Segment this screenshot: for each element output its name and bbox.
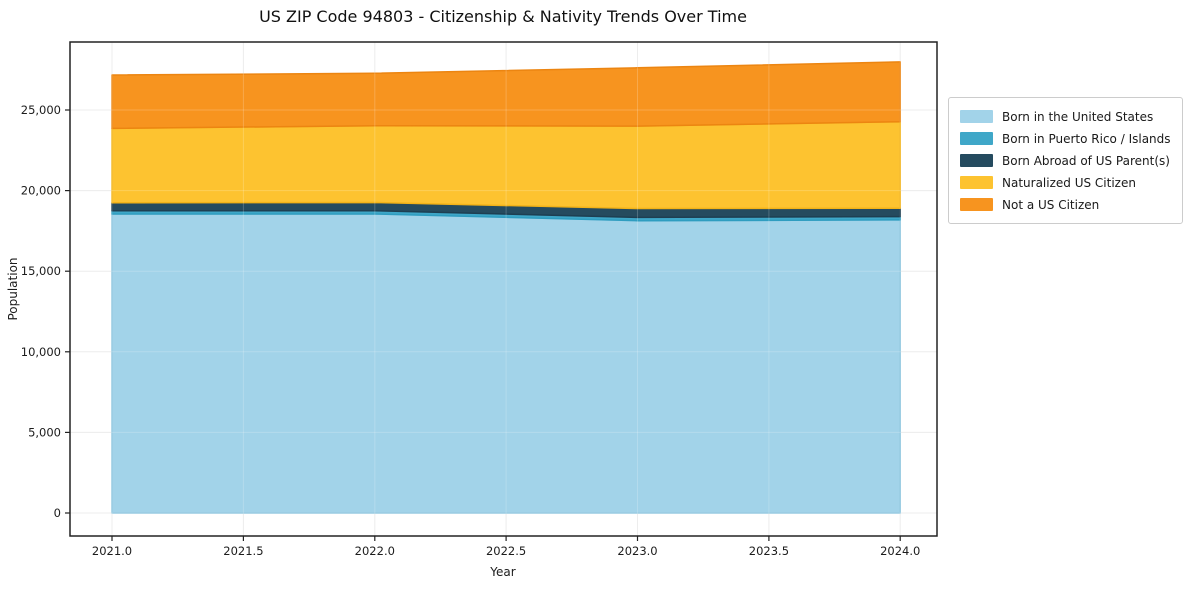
legend-label: Not a US Citizen <box>1002 197 1100 212</box>
y-tick-label: 0 <box>54 506 61 520</box>
x-tick-label: 2021.5 <box>223 544 263 558</box>
y-tick-label: 25,000 <box>21 103 61 117</box>
legend-item: Born in the United States <box>960 107 1171 126</box>
legend-item: Born Abroad of US Parent(s) <box>960 151 1171 170</box>
y-tick-label: 10,000 <box>21 345 61 359</box>
x-tick-label: 2023.5 <box>749 544 789 558</box>
y-tick-label: 20,000 <box>21 184 61 198</box>
legend-label: Born in the United States <box>1002 109 1154 124</box>
legend-swatch <box>960 132 993 145</box>
legend-swatch <box>960 176 993 189</box>
plot-frame <box>69 41 938 537</box>
legend-label: Naturalized US Citizen <box>1002 175 1136 190</box>
legend-swatch <box>960 198 993 211</box>
legend-item: Naturalized US Citizen <box>960 173 1171 192</box>
y-tick-label: 15,000 <box>21 264 61 278</box>
legend-swatch <box>960 154 993 167</box>
x-tick-label: 2022.5 <box>486 544 526 558</box>
y-axis-label: Population <box>6 257 20 321</box>
x-tick-label: 2023.0 <box>617 544 657 558</box>
y-tick-label: 5,000 <box>28 425 61 439</box>
legend-item: Born in Puerto Rico / Islands <box>960 129 1171 148</box>
legend-swatch <box>960 110 993 123</box>
legend-item: Not a US Citizen <box>960 195 1171 214</box>
x-tick-label: 2021.0 <box>92 544 132 558</box>
chart-title: US ZIP Code 94803 - Citizenship & Nativi… <box>259 7 747 26</box>
legend-label: Born Abroad of US Parent(s) <box>1002 153 1170 168</box>
x-tick-label: 2022.0 <box>355 544 395 558</box>
legend: Born in the United States Born in Puerto … <box>948 97 1183 224</box>
area-not-a-us-citizen <box>111 61 901 130</box>
legend-label: Born in Puerto Rico / Islands <box>1002 131 1171 146</box>
x-axis-label: Year <box>490 565 516 579</box>
x-tick-label: 2024.0 <box>880 544 920 558</box>
